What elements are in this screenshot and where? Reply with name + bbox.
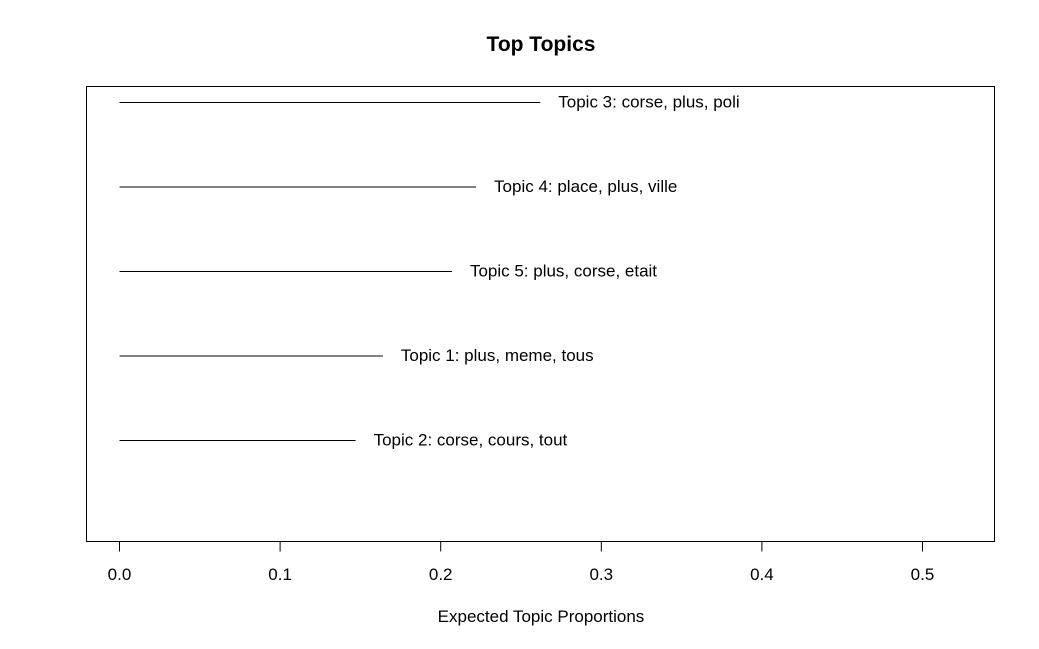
x-tick-label: 0.1 [268, 565, 292, 584]
x-axis: 0.0 0.1 0.2 0.3 0.4 0.5 [108, 541, 935, 584]
x-tick-label: 0.2 [429, 565, 453, 584]
x-tick-label: 0.5 [911, 565, 935, 584]
plot-frame [86, 86, 995, 542]
chart-title: Top Topics [487, 33, 596, 56]
bar-series: Topic 3: corse, plus, poli Topic 4: place… [119, 93, 740, 450]
x-tick-label: 0.3 [589, 565, 613, 584]
x-tick-label: 0.4 [750, 565, 774, 584]
x-tick-label: 0.0 [108, 565, 132, 584]
topic-bar-label: Topic 4: place, plus, ville [494, 177, 677, 196]
x-axis-label: Expected Topic Proportions [438, 607, 645, 626]
topic-bar-label: Topic 5: plus, corse, etait [470, 262, 657, 281]
topic-bar-label: Topic 2: corse, cours, tout [374, 431, 568, 450]
topic-bar-label: Topic 3: corse, plus, poli [558, 93, 739, 112]
topic-bar-label: Topic 1: plus, meme, tous [401, 346, 594, 365]
